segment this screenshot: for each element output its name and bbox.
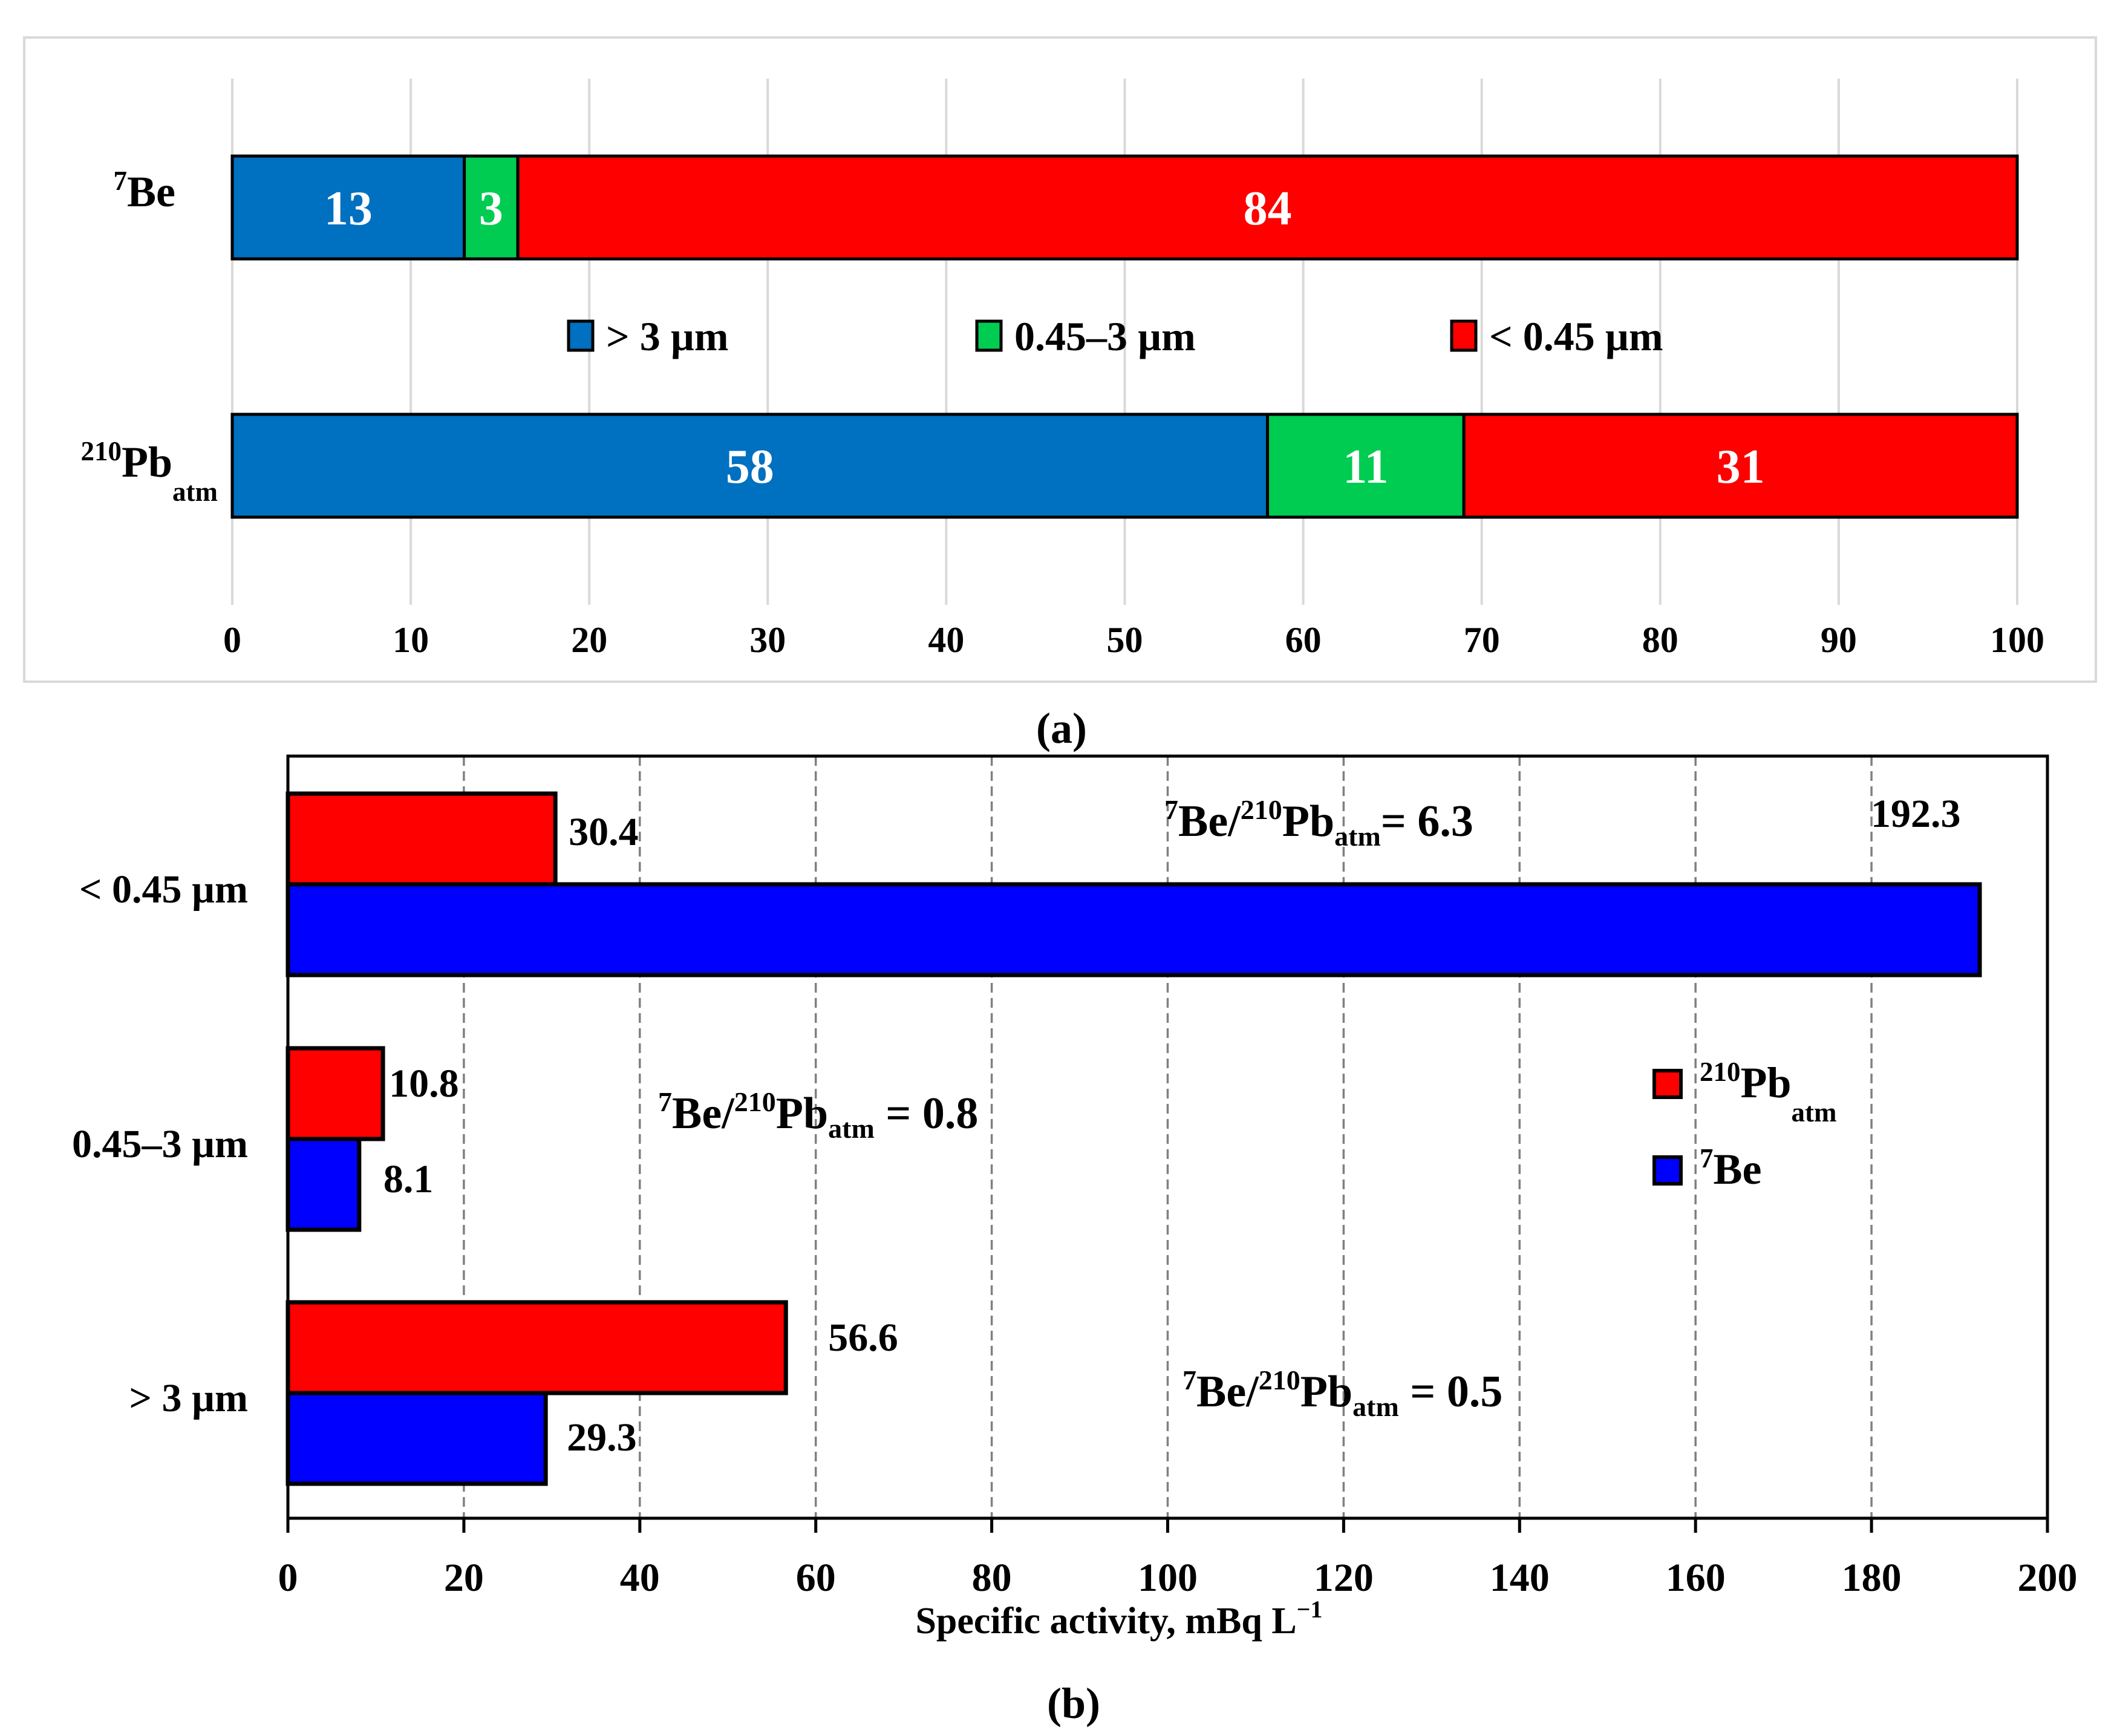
x-tick-label: 40 [928, 620, 964, 660]
y-category-label: < 0.45 µm [79, 867, 248, 912]
x-tick-label: 0 [223, 620, 241, 660]
x-tick-label: 140 [1490, 1556, 1550, 1600]
data-label: 13 [324, 182, 373, 235]
legend-label: > 3 µm [606, 313, 729, 359]
legend-label: 7Be [1700, 1143, 1761, 1193]
legend-swatch [1450, 319, 1478, 352]
panel-a-stacked-bar-chart: 0 10 20 30 40 50 60 70 80 90 100 13 3 84 7Be 58 11 31 210P… [23, 36, 2097, 752]
bar-segment [230, 413, 1270, 519]
bar [285, 1046, 385, 1141]
bar-segment [463, 154, 520, 261]
x-tick-label: 60 [1285, 620, 1322, 660]
bar-segment [516, 154, 2019, 261]
data-label: 8.1 [383, 1157, 434, 1201]
bar [285, 1300, 788, 1395]
ratio-annotation: 7Be/210Pbatm = 0.8 [658, 1086, 978, 1144]
legend-label: < 0.45 µm [1489, 313, 1663, 359]
ratio-annotation: 7Be/210Pbatm = 0.5 [1182, 1365, 1502, 1422]
legend-swatch [975, 319, 1003, 352]
x-tick-label: 100 [1990, 620, 2044, 660]
x-tick-label: 180 [1842, 1556, 1902, 1600]
ratio-annotation: 7Be/210Pbatm= 6.3 [1164, 794, 1473, 852]
y-category-label: > 3 µm [129, 1376, 248, 1420]
legend-label: 0.45–3 µm [1014, 313, 1196, 359]
data-label: 58 [726, 440, 774, 494]
x-tick-label: 30 [749, 620, 786, 660]
panel-label: (a) [1036, 704, 1087, 752]
legend-swatch [1652, 1069, 1683, 1099]
x-tick-label: 200 [2018, 1556, 2078, 1600]
x-tick-label: 50 [1107, 620, 1143, 660]
legend-label: 210Pbatm [1700, 1057, 1837, 1127]
bar-segment [1462, 413, 2019, 519]
bar [285, 1391, 548, 1486]
y-category-label: 210Pbatm [80, 436, 218, 507]
x-tick-label: 160 [1666, 1556, 1726, 1600]
x-tick-label: 10 [393, 620, 429, 660]
data-label: 29.3 [567, 1415, 636, 1460]
x-tick-label: 40 [620, 1556, 660, 1600]
bar [285, 882, 1982, 977]
panel-label: (b) [1047, 1679, 1100, 1728]
x-axis-label: Specific activity, mBq L−1 [915, 1596, 1322, 1642]
x-tick-label: 70 [1464, 620, 1500, 660]
x-tick-label: 0 [278, 1556, 298, 1600]
bar-segment [230, 154, 466, 261]
data-label: 56.6 [828, 1316, 898, 1360]
data-label: 3 [479, 182, 503, 235]
x-tick-label: 80 [1642, 620, 1678, 660]
legend-swatch [567, 319, 595, 352]
data-label: 30.4 [569, 810, 638, 854]
legend-swatch [1652, 1155, 1683, 1186]
data-label: 10.8 [389, 1062, 459, 1106]
x-tick-label: 120 [1314, 1556, 1374, 1600]
x-tick-label: 20 [571, 620, 607, 660]
y-category-label: 0.45–3 µm [72, 1122, 248, 1166]
data-label: 11 [1343, 440, 1389, 494]
x-tick-label: 60 [796, 1556, 836, 1600]
data-label: 192.3 [1871, 792, 1961, 836]
panel-a-frame [23, 36, 2097, 683]
bar [285, 791, 558, 887]
x-tick-label: 100 [1138, 1556, 1198, 1600]
x-tick-label: 20 [444, 1556, 484, 1600]
panel-b-grouped-bar-chart: 0 20 40 60 80 100 120 140 160 180 200 Specific acti… [72, 754, 2078, 1728]
x-tick-label: 80 [972, 1556, 1012, 1600]
x-tick-label: 90 [1821, 620, 1857, 660]
data-label: 84 [1244, 182, 1292, 235]
y-category-label: 7Be [114, 166, 175, 216]
data-label: 31 [1717, 440, 1765, 494]
bar [285, 1137, 362, 1232]
